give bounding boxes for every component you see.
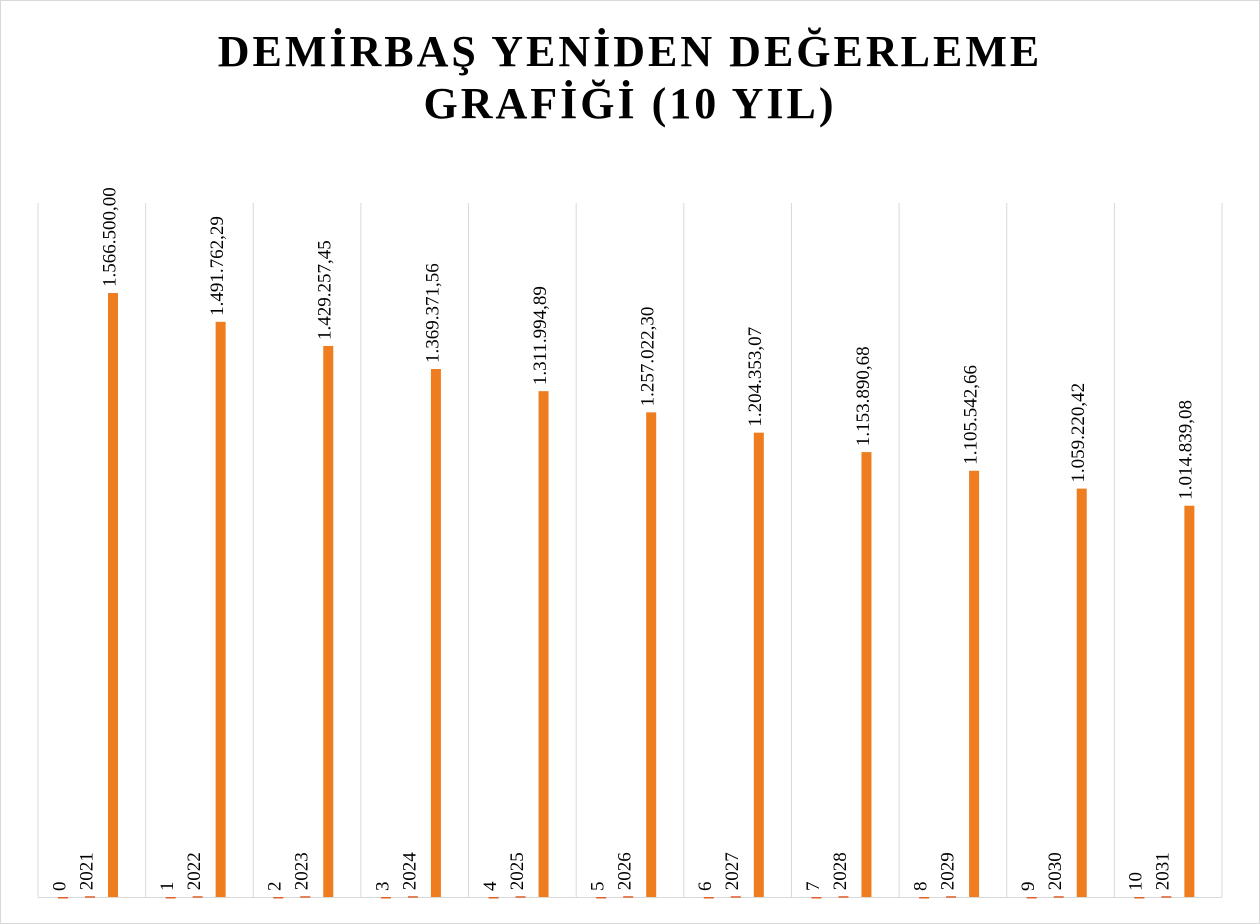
bar (838, 896, 849, 898)
data-label: 2024 (399, 852, 420, 891)
bar (596, 896, 607, 899)
data-label: 1.153.890,68 (853, 346, 874, 446)
data-label: 1.059.220,42 (1068, 383, 1089, 483)
data-label: 1.311.994,89 (530, 286, 551, 385)
chart-title: DEMİRBAŞ YENİDEN DEĞERLEME GRAFİĞİ (10 Y… (217, 27, 1043, 128)
data-label: 1.429.257,45 (315, 240, 336, 340)
bar (165, 896, 176, 899)
data-label: 4 (480, 881, 501, 891)
data-label: 2027 (722, 852, 743, 890)
data-label: 1.566.500,00 (99, 187, 120, 287)
bar (703, 896, 714, 899)
data-label: 1 (157, 881, 178, 891)
bar (85, 896, 95, 898)
bar (1053, 896, 1064, 898)
data-label: 2026 (615, 852, 636, 890)
bar (215, 321, 226, 897)
data-label: 1.204.353,07 (745, 327, 766, 427)
bar (488, 896, 499, 899)
data-label: 1.014.839,08 (1176, 400, 1197, 500)
data-label: 2022 (184, 852, 205, 890)
bar (1134, 896, 1145, 899)
data-label: 9 (1018, 881, 1039, 891)
bar (1076, 488, 1087, 897)
bar (430, 369, 441, 897)
data-label: 10 (1126, 872, 1147, 891)
bar (646, 412, 657, 897)
bar (623, 896, 634, 898)
data-label: 2029 (937, 852, 958, 890)
data-label: 3 (372, 881, 393, 891)
bar (753, 432, 764, 897)
bar (1161, 896, 1172, 898)
bar (730, 896, 741, 898)
bar (969, 470, 980, 897)
bar (1184, 505, 1195, 897)
bar (192, 896, 203, 898)
bar (515, 896, 526, 898)
bar (323, 345, 334, 897)
bar (538, 391, 549, 897)
bar (919, 896, 930, 899)
data-label: 5 (588, 881, 609, 891)
data-label: 1.105.542,66 (960, 365, 981, 465)
data-label: 8 (910, 881, 931, 891)
bar (946, 896, 957, 898)
data-label: 2031 (1153, 852, 1174, 890)
data-label: 2025 (507, 852, 528, 890)
bar (380, 896, 391, 899)
bar (1026, 896, 1037, 899)
data-label: 6 (695, 881, 716, 891)
data-label: 2021 (76, 852, 97, 890)
data-label: 2028 (830, 852, 851, 890)
bar (108, 293, 118, 897)
data-label: 7 (803, 881, 824, 891)
bar (811, 896, 822, 899)
data-label: 1.257.022,30 (638, 307, 659, 407)
data-label: 2030 (1045, 852, 1066, 890)
bar (273, 896, 284, 899)
data-label: 1.491.762,29 (207, 216, 228, 316)
bar (861, 452, 872, 897)
data-label: 0 (49, 882, 70, 892)
bar (300, 896, 311, 898)
data-label: 2 (265, 881, 286, 891)
data-label: 1.369.371,56 (422, 263, 443, 363)
data-label: 2023 (292, 852, 313, 890)
bar (407, 896, 418, 898)
bar (58, 897, 68, 899)
